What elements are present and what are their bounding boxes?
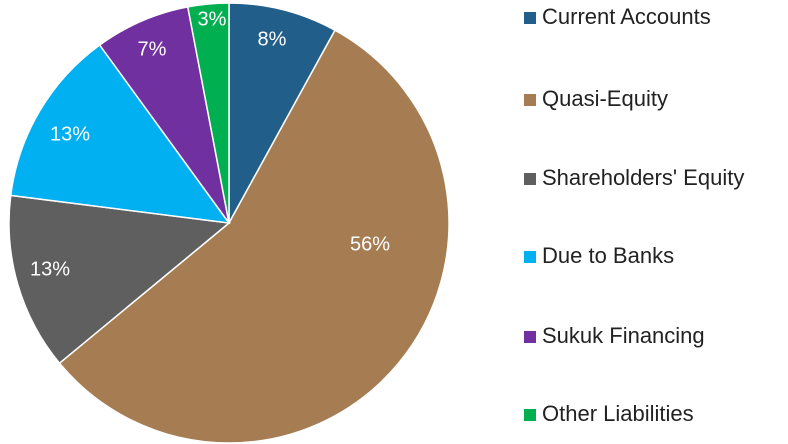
legend-label: Current Accounts	[542, 4, 711, 29]
pie-slice	[8, 194, 231, 365]
pie-slice	[228, 2, 337, 224]
legend-label: Shareholders' Equity	[542, 165, 744, 190]
legend-label: Other Liabilities	[542, 401, 694, 426]
pie-slice	[9, 43, 231, 224]
legend-swatch	[524, 94, 536, 106]
legend-swatch	[524, 12, 536, 24]
data-label: 13%	[30, 258, 70, 280]
legend-label: Sukuk Financing	[542, 323, 705, 348]
data-label: 13%	[50, 123, 90, 145]
legend-swatch	[524, 409, 536, 421]
data-label: 56%	[350, 233, 390, 255]
legend-swatch	[524, 331, 536, 343]
legend-label: Quasi-Equity	[542, 86, 668, 111]
legend-label: Due to Banks	[542, 243, 674, 268]
pie-slice	[58, 29, 450, 444]
data-label: 3%	[198, 8, 227, 30]
pie-slice	[186, 2, 230, 224]
data-label: 8%	[258, 28, 287, 50]
data-label: 7%	[138, 38, 167, 60]
legend-swatch	[524, 173, 536, 185]
legend-swatch	[524, 251, 536, 263]
